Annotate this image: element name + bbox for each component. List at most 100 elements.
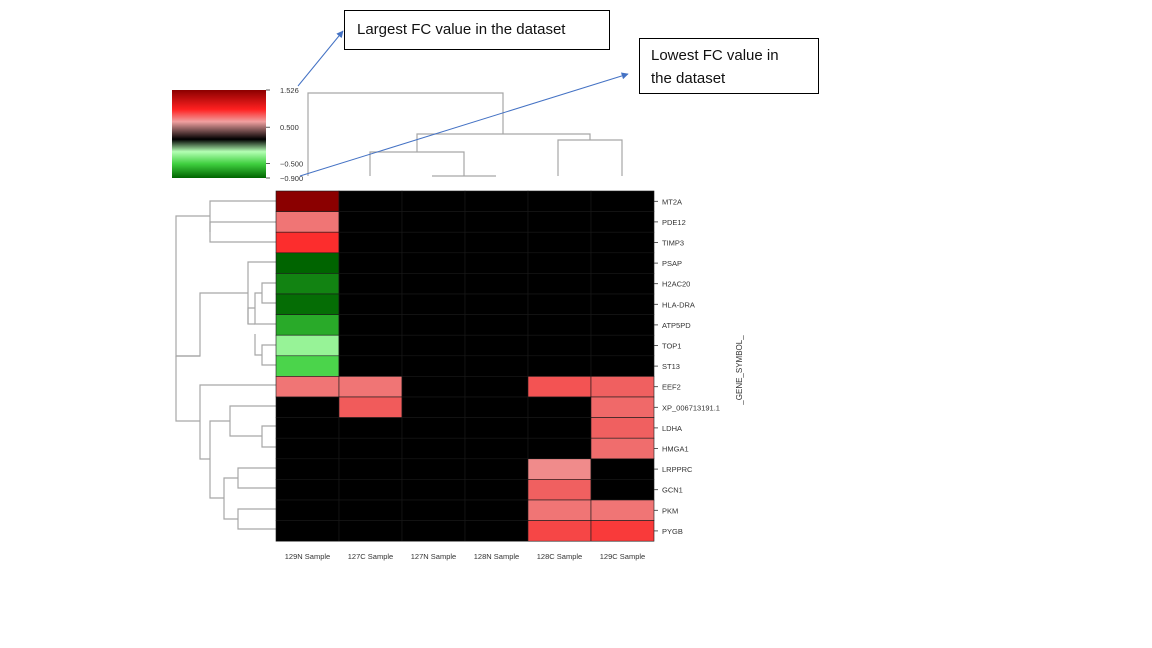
heatmap-cell	[527, 437, 592, 460]
heatmap-cell	[338, 334, 403, 357]
heatmap-cell	[590, 396, 655, 418]
heatmap-cell	[401, 231, 466, 254]
heatmap-cell	[464, 190, 529, 212]
heatmap-cell	[338, 293, 403, 315]
heatmap-cell	[464, 458, 529, 480]
column-label: 127N Sample	[411, 552, 456, 561]
heatmap-cell	[527, 458, 592, 480]
heatmap-cell	[527, 376, 592, 398]
heatmap-cell	[275, 376, 340, 398]
row-label: PYGB	[662, 527, 683, 536]
heatmap-cell	[464, 231, 529, 254]
heatmap-cell	[338, 479, 403, 501]
row-label: MT2A	[662, 197, 682, 206]
heatmap-cell	[464, 376, 529, 398]
heatmap-cell	[464, 334, 529, 357]
colorbar-tick-label: −0.900	[280, 174, 303, 183]
heatmap-cell	[464, 437, 529, 460]
row-label: ST13	[662, 362, 680, 371]
heatmap-cell	[338, 190, 403, 212]
heatmap-cell	[590, 334, 655, 357]
column-dendrogram	[307, 92, 623, 177]
heatmap-cell	[590, 417, 655, 439]
row-label: TIMP3	[662, 239, 684, 248]
heatmap-cell	[275, 293, 340, 315]
column-label: 127C Sample	[348, 552, 393, 561]
largest-fc-callout: Largest FC value in the dataset	[344, 10, 610, 50]
heatmap-cell	[338, 211, 403, 233]
heatmap-cell	[275, 190, 340, 212]
heatmap-cell	[590, 252, 655, 274]
heatmap-cell	[401, 211, 466, 233]
heatmap-cell	[590, 273, 655, 295]
heatmap-cell	[275, 273, 340, 295]
heatmap-cell	[590, 231, 655, 254]
heatmap-cell	[590, 458, 655, 480]
heatmap-cell	[590, 520, 655, 542]
column-label: 128C Sample	[537, 552, 582, 561]
heatmap-cell	[401, 479, 466, 501]
colorbar-tick-label: 0.500	[280, 123, 299, 132]
heatmap-cell	[464, 273, 529, 295]
heatmap-cell	[401, 437, 466, 460]
heatmap-cell	[275, 252, 340, 274]
row-label: TOP1	[662, 342, 681, 351]
heatmap-cell	[401, 458, 466, 480]
heatmap-cell	[338, 252, 403, 274]
heatmap-cell	[590, 293, 655, 315]
heatmap-cell	[464, 252, 529, 274]
row-label: HLA-DRA	[662, 300, 695, 309]
heatmap-cell	[464, 396, 529, 418]
heatmap-cell	[590, 355, 655, 377]
heatmap-cell	[464, 479, 529, 501]
heatmap-cell	[338, 458, 403, 480]
row-label: XP_006713191.1	[662, 403, 720, 412]
heatmap-cell	[275, 417, 340, 439]
heatmap-cell	[275, 499, 340, 521]
row-label: HMGA1	[662, 445, 689, 454]
lowest-arrow	[299, 72, 629, 177]
heatmap-cell	[401, 520, 466, 542]
heatmap-cell	[464, 520, 529, 542]
row-label: EEF2	[662, 383, 681, 392]
heatmap-cell	[527, 479, 592, 501]
heatmap-cell	[275, 396, 340, 418]
heatmap-cell	[527, 417, 592, 439]
row-label: LDHA	[662, 424, 682, 433]
heatmap-cell	[338, 417, 403, 439]
heatmap-cell	[275, 479, 340, 501]
heatmap-cell	[590, 479, 655, 501]
colorbar-ticks: 1.526 0.500 −0.500 −0.900	[266, 86, 303, 183]
row-label: LRPPRC	[662, 465, 693, 474]
heatmap-cell	[527, 273, 592, 295]
heatmap-cell	[527, 231, 592, 254]
row-label: GCN1	[662, 486, 683, 495]
row-label: PKM	[662, 506, 678, 515]
lowest-fc-text-line1: Lowest FC value in	[651, 47, 779, 64]
row-label: PSAP	[662, 259, 682, 268]
row-label: PDE12	[662, 218, 686, 227]
heatmap-cell	[464, 355, 529, 377]
heatmap-cell	[401, 396, 466, 418]
heatmap-cell	[527, 520, 592, 542]
heatmap-cell	[338, 273, 403, 295]
row-labels: MT2A PDE12 TIMP3 PSAP H2AC20 HLA-DRA ATP5PD TOP…	[654, 197, 720, 536]
heatmap-cell	[401, 293, 466, 315]
heatmap-cells	[275, 190, 655, 542]
heatmap-cell	[401, 499, 466, 521]
heatmap-cell	[464, 314, 529, 336]
heatmap-cell	[338, 437, 403, 460]
heatmap-cell	[338, 231, 403, 254]
heatmap-cell	[275, 458, 340, 480]
lowest-fc-text-line2: the dataset	[651, 70, 726, 87]
column-label: 129N Sample	[285, 552, 330, 561]
heatmap-cell	[401, 252, 466, 274]
y-axis-label: _GENE_SYMBOL_	[735, 335, 744, 406]
heatmap-cell	[275, 211, 340, 233]
column-label: 129C Sample	[600, 552, 645, 561]
heatmap-cell	[338, 314, 403, 336]
heatmap-cell	[275, 334, 340, 357]
heatmap-cell	[275, 520, 340, 542]
heatmap-cell	[527, 211, 592, 233]
